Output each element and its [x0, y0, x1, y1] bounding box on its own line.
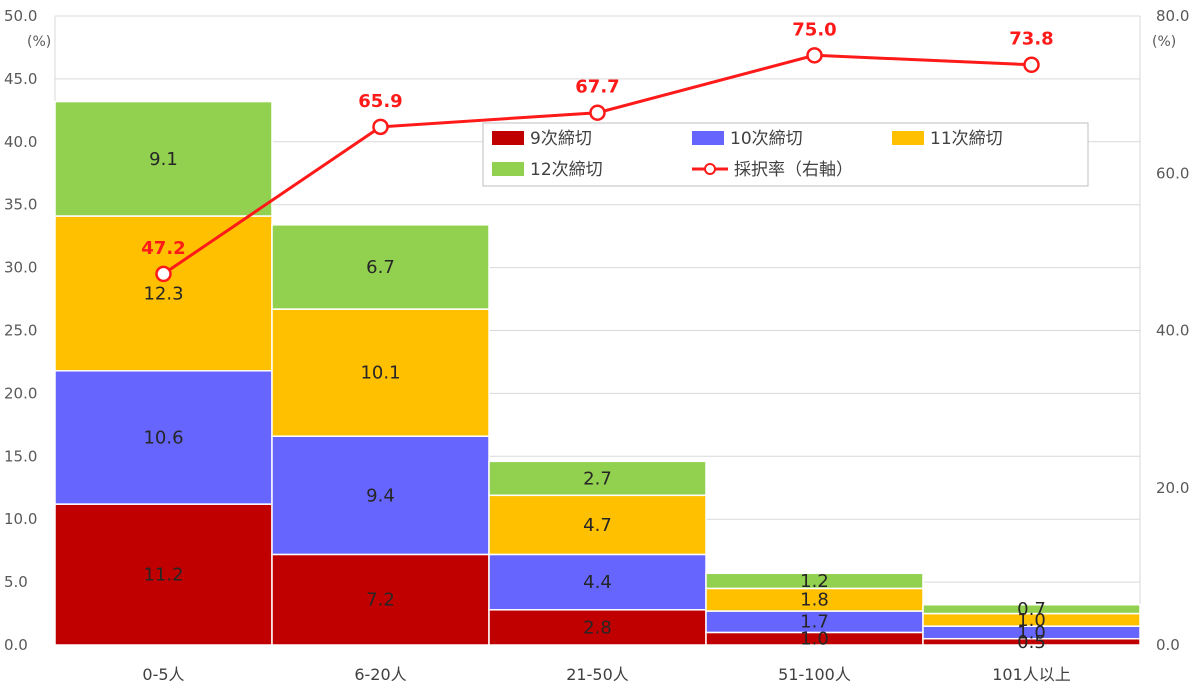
left-axis-tick: 20.0	[4, 384, 37, 402]
legend: 9次締切 10次締切 11次締切 12次締切 採択率（右軸）	[482, 122, 1089, 187]
bar-value-label: 10.1	[360, 363, 400, 384]
left-axis-tick: 45.0	[4, 70, 37, 88]
bar-segment	[271, 435, 490, 556]
bar-value-label: 9.4	[366, 485, 395, 506]
legend-swatch-12	[492, 162, 524, 176]
rate-point	[155, 265, 172, 283]
bar-segment	[922, 603, 1141, 615]
bar-value-label: 4.4	[583, 572, 612, 593]
right-axis-tick: 0.0	[1156, 636, 1180, 654]
bar-segment	[488, 460, 707, 497]
category-label: 0-5人	[142, 665, 184, 684]
left-axis-tick: 0.0	[4, 636, 28, 654]
bar-segment	[271, 308, 490, 437]
bar-value-label: 1.0	[800, 629, 829, 650]
bar-value-label: 0.5	[1017, 632, 1046, 653]
right-axis-unit: (%)	[1152, 34, 1176, 50]
legend-box	[482, 122, 1089, 187]
right-axis-tick: 20.0	[1156, 479, 1189, 497]
bar-value-label: 2.7	[583, 468, 612, 489]
rate-point	[589, 104, 606, 121]
legend-swatch-9	[492, 131, 524, 145]
stacked-bars	[54, 100, 1141, 646]
bar-segment	[54, 100, 273, 217]
bar-segment	[54, 215, 273, 372]
left-axis-unit: (%)	[27, 34, 51, 50]
bar-segment	[488, 553, 707, 611]
rate-point	[1023, 56, 1040, 73]
left-axis-tick: 10.0	[4, 510, 37, 528]
rate-value-label: 65.9	[358, 91, 402, 112]
category-label: 21-50人	[566, 665, 629, 684]
bar-value-label: 12.3	[143, 283, 183, 304]
bar-value-label: 1.0	[1017, 622, 1046, 643]
rate-value-label: 67.7	[575, 77, 619, 98]
bar-value-label: 10.6	[143, 427, 183, 448]
bar-value-label: 1.8	[800, 590, 829, 611]
right-axis-tick: 60.0	[1156, 164, 1189, 182]
bar-value-label: 0.7	[1017, 599, 1046, 620]
bar-segment	[271, 224, 490, 310]
left-axis-tick: 25.0	[4, 322, 37, 340]
category-labels: 0-5人 6-20人 21-50人 51-100人 101人以上	[142, 665, 1070, 684]
legend-label-11: 11次締切	[930, 129, 1003, 149]
legend-label-12: 12次締切	[530, 160, 603, 180]
bar-segment	[54, 503, 273, 646]
rate-point	[372, 118, 389, 136]
legend-marker-sample	[704, 163, 716, 175]
bar-value-label: 4.7	[583, 515, 612, 536]
left-axis-tick: 40.0	[4, 133, 37, 151]
category-label: 51-100人	[778, 665, 851, 684]
bar-value-label: 9.1	[149, 149, 178, 170]
left-axis: (%) 0.0 5.0 10.0 15.0 20.0 25.0 30.0 35.0 40.0 45…	[4, 7, 51, 654]
rate-line: 47.2 65.9 67.7 75.0 73.8	[141, 19, 1054, 283]
left-axis-tick: 30.0	[4, 259, 37, 277]
rate-point	[806, 47, 823, 64]
category-label: 6-20人	[354, 665, 406, 684]
legend-label-10: 10次締切	[730, 129, 803, 149]
category-label: 101人以上	[992, 665, 1071, 684]
legend-label-rate: 採択率（右軸）	[734, 160, 853, 180]
left-axis-tick: 35.0	[4, 196, 37, 214]
right-axis-tick: 80.0	[1156, 7, 1189, 25]
left-axis-tick: 50.0	[4, 7, 37, 25]
bar-value-label: 2.8	[583, 617, 612, 638]
legend-swatch-11	[892, 131, 924, 145]
bar-segment	[705, 572, 924, 590]
bar-value-label: 1.2	[800, 571, 829, 592]
rate-value-label: 75.0	[792, 19, 836, 40]
bar-value-label: 11.2	[143, 565, 183, 586]
left-axis-tick: 5.0	[4, 573, 28, 591]
bar-value-label: 1.7	[800, 612, 829, 633]
bar-segment	[488, 609, 707, 646]
right-axis-tick: 40.0	[1156, 322, 1189, 340]
bar-value-label: 6.7	[366, 257, 395, 278]
legend-swatch-10	[692, 131, 724, 145]
left-axis-tick: 15.0	[4, 447, 37, 465]
bar-segment	[54, 370, 273, 505]
rate-value-label: 73.8	[1009, 29, 1053, 50]
right-axis: (%) 0.0 20.0 40.0 60.0 80.0	[1152, 7, 1189, 654]
bar-value-label: 1.0	[1017, 610, 1046, 631]
bar-value-label: 7.2	[366, 590, 395, 611]
segment-labels: 11.2 10.6 12.3 9.1 7.2 9.4 10.1 6.7 2.8 4.4 4.7 2.7…	[143, 149, 1045, 653]
rate-value-label: 47.2	[141, 238, 185, 259]
bar-segment	[271, 553, 490, 646]
legend-label-9: 9次締切	[530, 129, 592, 149]
